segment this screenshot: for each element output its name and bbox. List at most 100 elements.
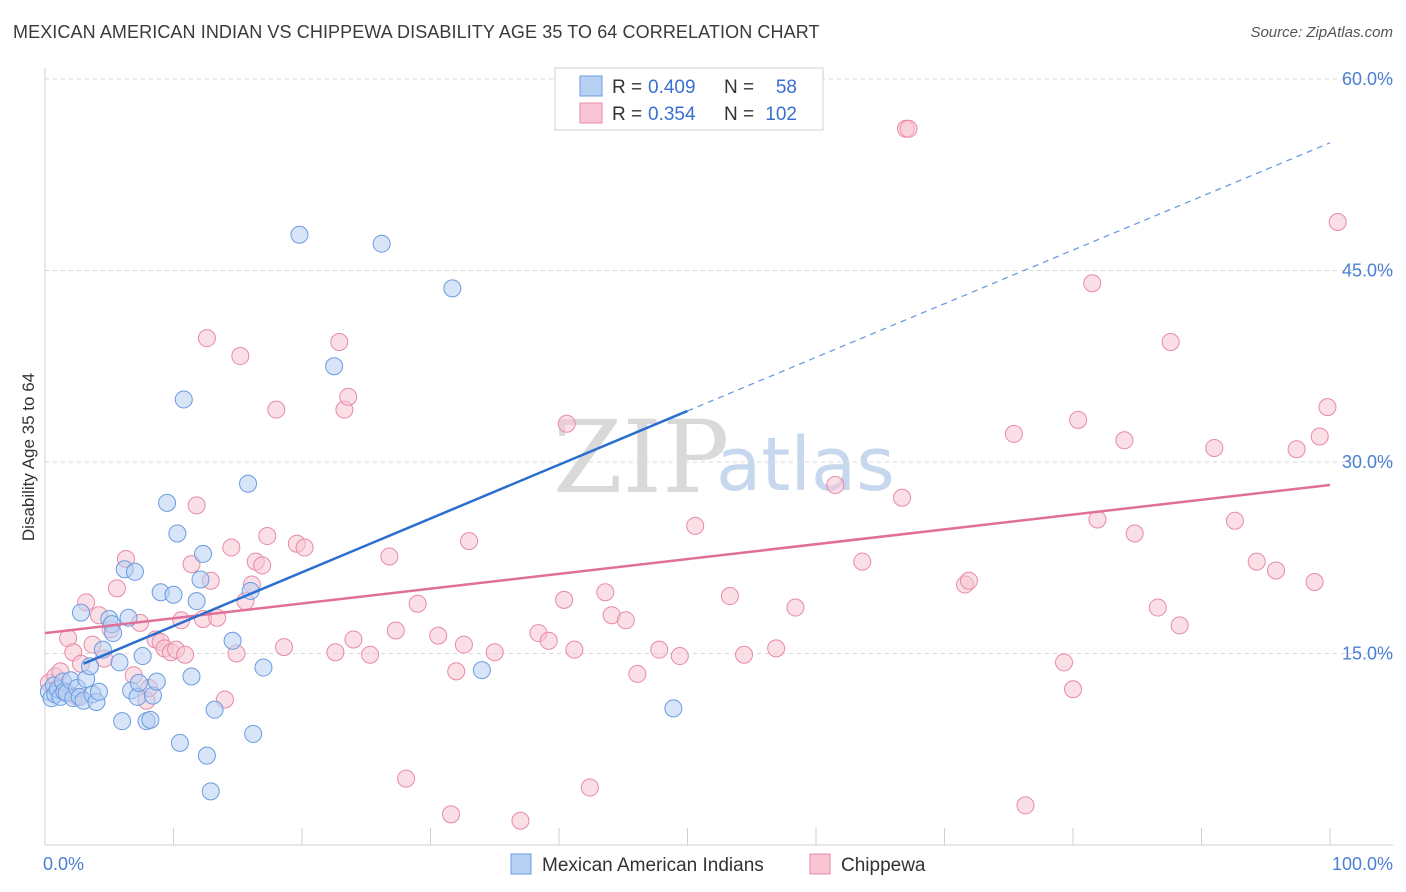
chippewa-point bbox=[1083, 274, 1102, 293]
mexican-american-indians-point bbox=[182, 667, 201, 686]
chippewa-point bbox=[1170, 616, 1189, 635]
mexican-american-indians-point bbox=[125, 562, 144, 581]
chippewa-point bbox=[442, 805, 461, 824]
chippewa-point bbox=[720, 587, 739, 606]
chippewa-point bbox=[107, 579, 126, 598]
chippewa-point bbox=[326, 643, 345, 662]
chippewa-point bbox=[295, 538, 314, 557]
x-tick-label-max: 100.0% bbox=[1332, 854, 1393, 874]
chippewa-point bbox=[330, 332, 349, 351]
chippewa-point bbox=[339, 387, 358, 406]
watermark-zip: ZIP bbox=[553, 399, 729, 516]
chippewa-point bbox=[539, 631, 558, 650]
chippewa-point bbox=[454, 635, 473, 654]
chippewa-point bbox=[853, 552, 872, 571]
stats-legend: R = 0.409 N = 58 R = 0.354 N = 102 bbox=[554, 67, 824, 131]
chippewa-point bbox=[408, 594, 427, 613]
chippewa-trend-line bbox=[44, 483, 1331, 635]
mexican-american-indians-point bbox=[113, 712, 132, 731]
chippewa-point bbox=[380, 547, 399, 566]
mexican-american-indians-point bbox=[187, 592, 206, 611]
y-tick-labels: 15.0% 30.0% 45.0% 60.0% bbox=[1342, 69, 1393, 664]
mexican-american-indians-point bbox=[158, 493, 177, 512]
chippewa-point bbox=[580, 778, 599, 797]
chippewa-point bbox=[344, 630, 363, 649]
watermark: ZIP atlas bbox=[553, 399, 895, 516]
chippewa-point bbox=[222, 538, 241, 557]
y-axis-title: Disability Age 35 to 64 bbox=[19, 373, 38, 541]
mexican-american-indians-point bbox=[372, 234, 391, 253]
chippewa-point bbox=[1328, 212, 1347, 231]
chippewa-point bbox=[1125, 524, 1144, 543]
chippewa-point bbox=[650, 640, 669, 659]
chippewa-point bbox=[1287, 440, 1306, 459]
chippewa-point bbox=[1247, 552, 1266, 571]
chippewa-point bbox=[628, 664, 647, 683]
stats-legend-swatch-blue bbox=[579, 75, 603, 97]
chippewa-point bbox=[267, 400, 286, 419]
chippewa-point bbox=[231, 347, 250, 366]
mexican-american-indians-points bbox=[39, 225, 683, 801]
chippewa-point bbox=[1069, 410, 1088, 429]
mexican-american-indians-trend-line bbox=[83, 409, 688, 665]
stats-legend-swatch-pink bbox=[579, 102, 603, 124]
chippewa-point bbox=[959, 571, 978, 590]
x-axis-ticks bbox=[44, 828, 1331, 845]
chippewa-point bbox=[460, 532, 479, 551]
mexican-american-indians-point bbox=[205, 700, 224, 719]
chippewa-point bbox=[555, 590, 574, 609]
mexican-american-indians-point bbox=[223, 631, 242, 650]
mexican-american-indians-trend-extension bbox=[687, 142, 1331, 412]
mexican-american-indians-point bbox=[168, 524, 187, 543]
mexican-american-indians-point bbox=[147, 672, 166, 691]
chippewa-point bbox=[1318, 398, 1337, 417]
legend-r-value-1: 0.409 bbox=[648, 77, 696, 98]
legend-n-value-1: 58 bbox=[776, 77, 797, 98]
watermark-atlas: atlas bbox=[716, 422, 895, 508]
chippewa-point bbox=[1148, 598, 1167, 617]
chippewa-point bbox=[253, 556, 272, 575]
chippewa-point bbox=[187, 496, 206, 515]
chart-title: MEXICAN AMERICAN INDIAN VS CHIPPEWA DISA… bbox=[13, 22, 820, 42]
chippewa-point bbox=[767, 639, 786, 658]
legend-n-label-1: N = bbox=[724, 77, 754, 98]
chippewa-point bbox=[1310, 427, 1329, 446]
series-legend-swatch-blue bbox=[510, 853, 532, 875]
legend-n-value-2: 102 bbox=[765, 104, 797, 125]
chippewa-point bbox=[1016, 796, 1035, 815]
mexican-american-indians-point bbox=[133, 647, 152, 666]
chippewa-point bbox=[686, 516, 705, 535]
chippewa-point bbox=[182, 555, 201, 574]
y-tick-label-45: 45.0% bbox=[1342, 261, 1393, 281]
chippewa-point bbox=[786, 598, 805, 617]
y-tick-label-60: 60.0% bbox=[1342, 69, 1393, 89]
gridlines bbox=[45, 78, 1393, 654]
chippewa-point bbox=[197, 329, 216, 348]
chippewa-point bbox=[429, 626, 448, 645]
chippewa-point bbox=[893, 488, 912, 507]
chippewa-point bbox=[1267, 561, 1286, 580]
series-legend-swatch-pink bbox=[809, 853, 831, 875]
mexican-american-indians-point bbox=[325, 357, 344, 376]
legend-r-label-1: R = bbox=[612, 77, 642, 98]
chippewa-point bbox=[361, 645, 380, 664]
chippewa-point bbox=[176, 645, 195, 664]
mexican-american-indians-point bbox=[290, 225, 309, 244]
chippewa-point bbox=[557, 414, 576, 433]
mexican-american-indians-point bbox=[197, 746, 216, 765]
chippewa-point bbox=[386, 621, 405, 640]
mexican-american-indians-point bbox=[89, 682, 108, 701]
legend-n-label-2: N = bbox=[724, 104, 754, 125]
mexican-american-indians-point bbox=[254, 658, 273, 677]
mexican-american-indians-point bbox=[174, 390, 193, 409]
chippewa-point bbox=[1064, 680, 1082, 699]
series-legend-label-pink: Chippewa bbox=[841, 855, 926, 876]
mexican-american-indians-point bbox=[443, 279, 462, 298]
y-tick-label-15: 15.0% bbox=[1342, 644, 1393, 664]
mexican-american-indians-point bbox=[244, 724, 263, 743]
chippewa-point bbox=[1161, 332, 1180, 351]
series-legend-label-blue: Mexican American Indians bbox=[542, 855, 764, 876]
chippewa-point bbox=[1004, 424, 1023, 443]
mexican-american-indians-point bbox=[239, 474, 258, 493]
chippewa-point bbox=[511, 811, 530, 830]
